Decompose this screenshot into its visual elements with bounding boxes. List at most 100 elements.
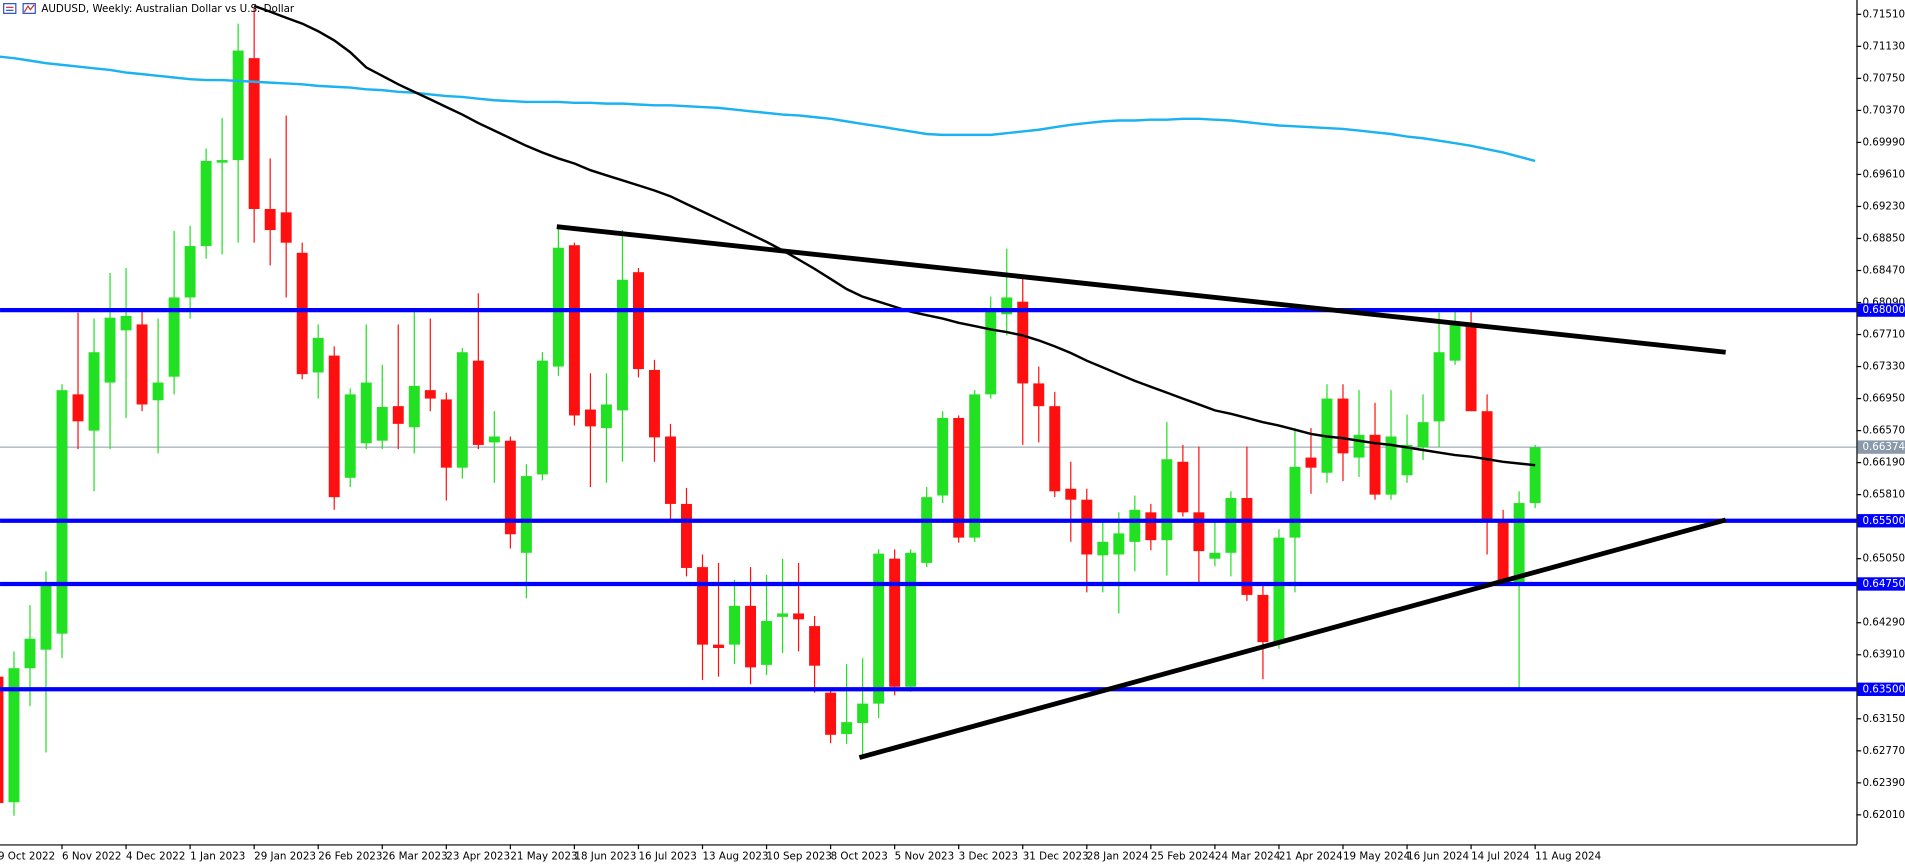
candle-body	[264, 208, 276, 231]
y-tick-label: 0.67330	[1862, 361, 1905, 373]
y-tick-label: 0.64290	[1862, 617, 1905, 629]
level-label: 0.68000	[1862, 304, 1905, 316]
trend-line	[858, 517, 1727, 760]
candle-body	[632, 272, 644, 370]
x-tick-label: 8 Oct 2023	[831, 850, 888, 862]
y-tick-label: 0.68850	[1862, 232, 1905, 244]
plot-area	[0, 4, 1857, 816]
icon-line	[23, 4, 35, 13]
trend-line	[556, 224, 1726, 355]
candle-body	[552, 247, 564, 367]
candle-body	[1113, 533, 1125, 555]
candle-body	[697, 567, 708, 645]
candle-body	[809, 626, 821, 666]
candle-body	[216, 160, 228, 163]
candle-body	[793, 613, 805, 620]
x-tick-label: 13 Aug 2023	[703, 850, 769, 862]
candle-body	[1449, 321, 1461, 361]
x-tick-label: 5 Nov 2023	[895, 850, 955, 862]
candle-body	[328, 355, 340, 498]
candle-body	[841, 722, 853, 734]
candle-body	[1161, 459, 1173, 541]
candle-body	[1065, 488, 1077, 500]
candle-body	[889, 558, 901, 687]
y-tick-label: 0.66190	[1862, 457, 1905, 469]
x-tick-label: 26 Mar 2023	[382, 850, 447, 862]
candle-body	[40, 584, 52, 650]
candle-body	[568, 245, 580, 416]
candle-body	[168, 297, 180, 377]
candle-body	[1001, 297, 1013, 315]
icon	[3, 3, 17, 14]
candle-body	[408, 385, 420, 428]
y-tick-label: 0.62390	[1862, 777, 1905, 789]
candle-body	[24, 638, 36, 669]
candle-body	[985, 310, 997, 395]
candle-body	[825, 692, 837, 735]
candle-body	[777, 613, 789, 617]
candle-body	[1193, 512, 1205, 552]
y-tick-label: 0.67710	[1862, 329, 1905, 341]
x-tick-label: 10 Sep 2023	[767, 850, 832, 862]
candle-body	[1017, 301, 1029, 384]
candle-body	[1353, 434, 1365, 458]
candle-body	[104, 317, 116, 383]
y-tick-label: 0.66570	[1862, 425, 1905, 437]
price-label-box	[1857, 440, 1905, 454]
candle-body	[1289, 466, 1301, 538]
candle-body	[969, 394, 981, 538]
candle-body	[1465, 324, 1477, 412]
candle-body	[616, 279, 628, 411]
candle-body	[745, 605, 757, 668]
candle-body	[376, 407, 388, 441]
y-tick-label: 0.71510	[1862, 8, 1905, 20]
x-tick-label: 19 May 2024	[1343, 850, 1410, 862]
candle-body	[905, 552, 917, 687]
candle-body	[536, 360, 548, 475]
candle-body	[1241, 498, 1253, 595]
candle-body	[1369, 434, 1381, 495]
x-tick-label: 23 Apr 2023	[446, 850, 510, 862]
moving-average-line	[253, 4, 1536, 467]
candle-body	[1513, 503, 1525, 583]
candle-body	[761, 621, 773, 665]
candle-body	[392, 406, 404, 424]
candle-body	[584, 409, 596, 427]
candle-body	[312, 337, 324, 373]
x-tick-label: 1 Jan 2023	[190, 850, 245, 862]
level-label: 0.65500	[1862, 515, 1905, 527]
x-tick-label: 9 Oct 2022	[0, 850, 55, 862]
candle-body	[857, 703, 869, 724]
candle-body	[1529, 447, 1541, 504]
y-tick-label: 0.65050	[1862, 553, 1905, 565]
candle-body	[1049, 406, 1061, 492]
candle-body	[344, 394, 356, 478]
candle-body	[1145, 512, 1157, 541]
candle-body	[1209, 552, 1221, 559]
x-tick-label: 14 Jul 2024	[1471, 850, 1529, 862]
candle-body	[1481, 411, 1493, 523]
x-tick-label: 11 Aug 2024	[1535, 850, 1601, 862]
chart-title: AUDUSD, Weekly: Australian Dollar vs U.S…	[41, 3, 295, 15]
candle-body	[729, 605, 740, 645]
candle-body	[504, 440, 516, 535]
y-tick-label: 0.69230	[1862, 200, 1905, 212]
candle-body	[873, 553, 885, 704]
x-tick-label: 18 Jun 2023	[574, 850, 636, 862]
y-tick-label: 0.71130	[1862, 40, 1905, 52]
x-tick-label: 4 Dec 2022	[126, 850, 185, 862]
candle-body	[648, 369, 660, 438]
candle-body	[1225, 498, 1237, 553]
candle-body	[681, 503, 692, 568]
y-tick-label: 0.62010	[1862, 809, 1905, 821]
candle-body	[1401, 444, 1413, 476]
y-tick-label: 0.66950	[1862, 393, 1905, 405]
candle-body	[1417, 422, 1429, 448]
y-tick-label: 0.68470	[1862, 264, 1905, 276]
x-tick-label: 31 Dec 2023	[1023, 850, 1089, 862]
candle-body	[200, 160, 212, 247]
x-tick-label: 29 Jan 2023	[254, 850, 316, 862]
candle-body	[152, 382, 164, 401]
